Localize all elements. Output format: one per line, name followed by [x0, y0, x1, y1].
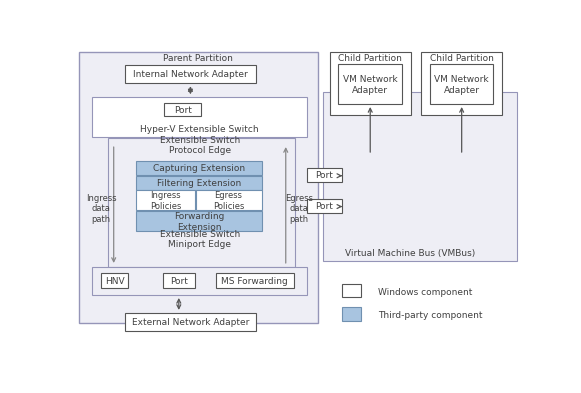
Bar	[330, 52, 411, 115]
Bar	[430, 64, 493, 104]
Bar	[216, 273, 293, 288]
Bar	[136, 190, 195, 210]
Text: Extensible Switch
Miniport Edge: Extensible Switch Miniport Edge	[160, 230, 240, 250]
Bar	[323, 92, 517, 261]
Bar	[196, 190, 261, 210]
Text: Third-party component: Third-party component	[378, 310, 482, 320]
Bar	[101, 273, 128, 288]
Text: VM Network
Adapter: VM Network Adapter	[343, 75, 397, 95]
Text: Hyper-V Extensible Switch: Hyper-V Extensible Switch	[141, 125, 259, 134]
Text: Egress
data
path: Egress data path	[285, 194, 313, 224]
Bar	[163, 273, 195, 288]
Text: Port: Port	[174, 106, 192, 115]
Text: Egress
Policies: Egress Policies	[213, 191, 244, 211]
Text: Port: Port	[170, 277, 188, 286]
Bar	[125, 313, 256, 331]
Bar	[92, 267, 307, 295]
Bar	[342, 307, 361, 321]
Text: MS Forwarding: MS Forwarding	[221, 277, 288, 286]
Text: Ingress
data
path: Ingress data path	[86, 194, 117, 224]
Text: Virtual Machine Bus (VMBus): Virtual Machine Bus (VMBus)	[345, 249, 475, 258]
Bar	[125, 65, 256, 83]
Bar	[79, 52, 318, 323]
Text: Child Partition: Child Partition	[338, 54, 402, 63]
Text: HNV: HNV	[105, 277, 124, 286]
Text: Capturing Extension: Capturing Extension	[153, 164, 245, 173]
Bar	[421, 52, 502, 115]
Text: Windows component: Windows component	[378, 288, 472, 297]
Text: Ingress
Policies: Ingress Policies	[150, 191, 181, 211]
Bar	[307, 168, 342, 182]
Text: Port: Port	[315, 202, 333, 211]
Bar	[342, 284, 361, 298]
Bar	[136, 176, 261, 189]
Text: Child Partition: Child Partition	[430, 54, 494, 63]
Bar	[164, 103, 201, 116]
Bar	[307, 199, 342, 213]
Text: Port: Port	[315, 171, 333, 180]
Bar	[339, 64, 402, 104]
Text: External Network Adapter: External Network Adapter	[132, 318, 249, 327]
Bar	[107, 138, 295, 267]
Text: Forwarding
Extension: Forwarding Extension	[174, 212, 224, 231]
Bar	[136, 211, 261, 231]
Text: VM Network
Adapter: VM Network Adapter	[435, 75, 489, 95]
Text: Filtering Extension: Filtering Extension	[157, 179, 241, 188]
Text: Parent Partition: Parent Partition	[163, 54, 233, 63]
Bar	[136, 161, 261, 175]
Text: Internal Network Adapter: Internal Network Adapter	[133, 70, 248, 79]
Text: Extensible Switch
Protocol Edge: Extensible Switch Protocol Edge	[160, 136, 240, 155]
Bar	[92, 97, 307, 137]
